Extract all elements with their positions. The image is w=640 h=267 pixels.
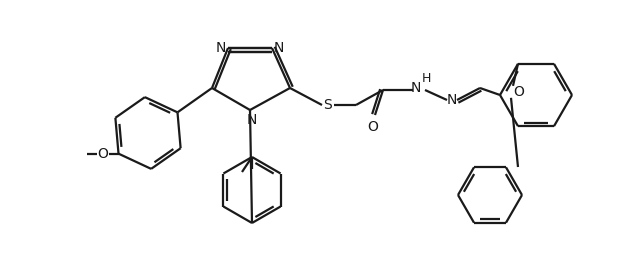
Text: O: O <box>97 147 108 161</box>
Text: O: O <box>367 120 378 134</box>
Text: N: N <box>247 113 257 127</box>
Text: N: N <box>411 81 421 95</box>
Text: S: S <box>324 98 332 112</box>
Text: O: O <box>513 85 524 99</box>
Text: N: N <box>216 41 226 55</box>
Text: N: N <box>447 93 457 107</box>
Text: H: H <box>421 72 431 84</box>
Text: N: N <box>274 41 284 55</box>
